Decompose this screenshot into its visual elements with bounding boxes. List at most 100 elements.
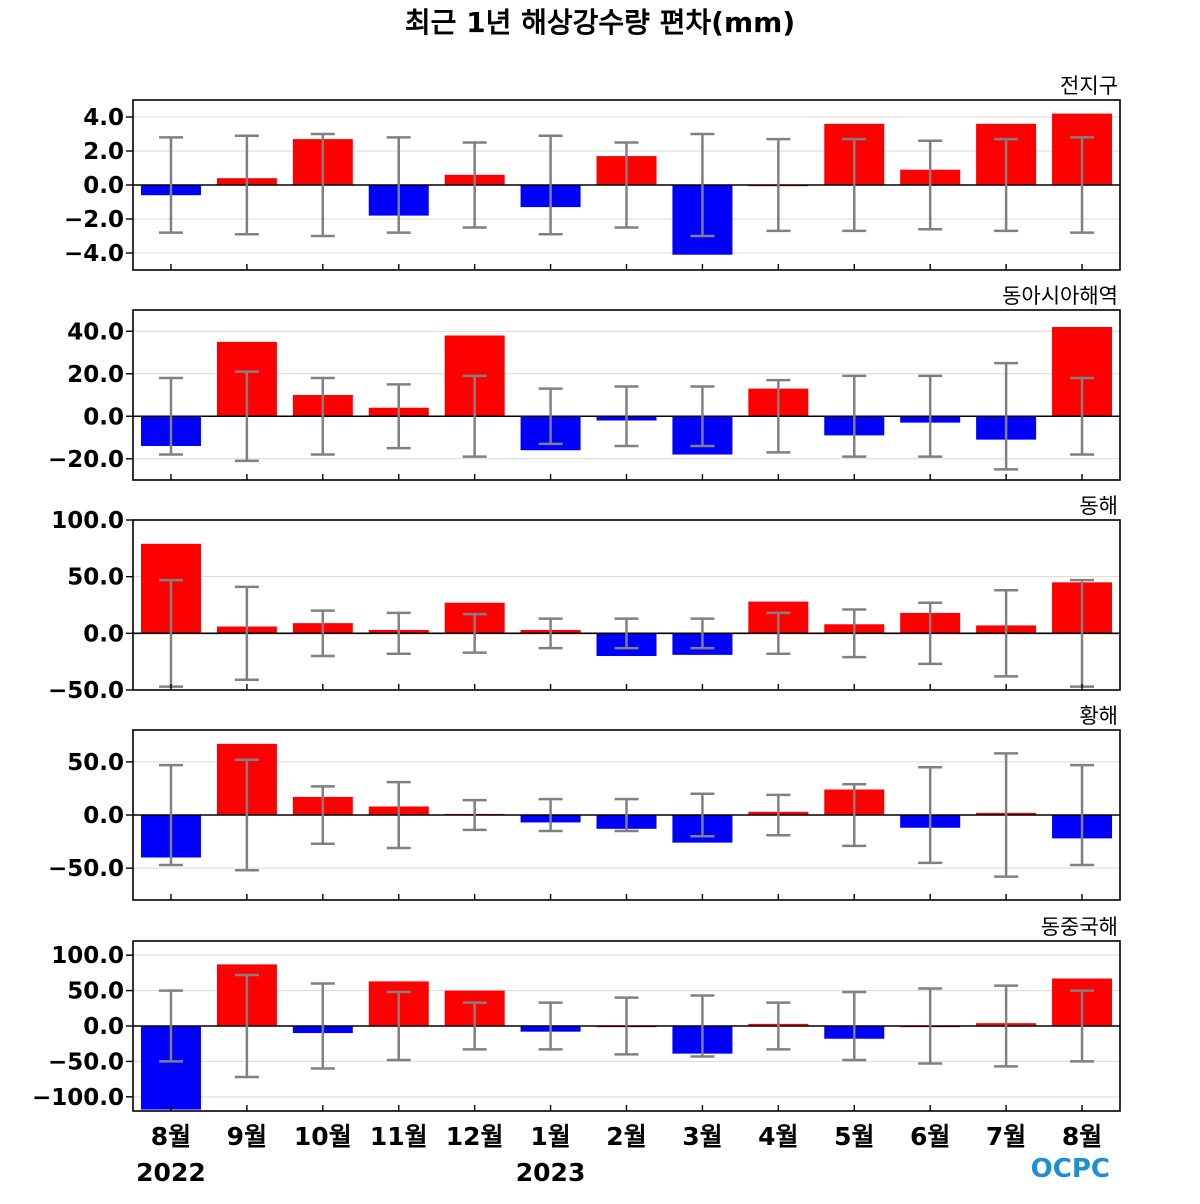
error-bar [614,797,639,833]
error-bar [310,376,335,456]
error-bar [614,617,639,650]
y-tick-label: 0.0 [83,1014,124,1040]
error-bar [690,792,715,838]
x-tick-label: 6월 [910,1122,950,1151]
panel-2: 동아시아해역 −20.0 0.0 20.0 40.0 [48,284,1121,481]
y-tick-label: 50.0 [67,979,124,1005]
error-bar [842,608,867,659]
error-bar [690,617,715,650]
y-tick-label: 50.0 [67,565,124,591]
error-bar [234,370,259,463]
x-tick-label: 3월 [682,1122,722,1151]
error-bar [918,374,943,458]
error-bar [766,793,791,837]
error-bar [1070,136,1095,234]
x-tick-label: 1월 [530,1122,570,1151]
y-tick-label: −2.0 [64,207,124,233]
y-tick-label: −50.0 [48,678,124,704]
error-bar [994,752,1019,878]
x-tick-label: 9월 [227,1122,267,1151]
y-tick-label: 0.0 [83,404,124,430]
panel-name: 동중국해 [1041,915,1118,939]
error-bar [462,141,487,229]
y-tick-label: −20.0 [48,447,124,473]
panel-1: 전지구 −4.0 −2.0 0.0 2.0 4.0 [64,74,1121,271]
error-bar [386,611,411,655]
error-bar [462,374,487,458]
panel-frame [132,519,1121,691]
y-tick-label: 100.0 [51,943,124,969]
error-bar [918,601,943,666]
x-tick-label: 12월 [446,1122,504,1151]
error-bar [842,990,867,1062]
error-bar [614,385,639,448]
error-bar [234,973,259,1079]
error-bar [1070,376,1095,456]
error-bar [766,137,791,233]
error-bar [158,136,183,234]
error-bar [1070,989,1095,1063]
error-bar [538,387,563,446]
error-bar [386,780,411,850]
panel-3: 동해 −50.0 0.0 50.0 100.0 [48,494,1121,704]
error-bar [538,617,563,650]
y-tick-label: 20.0 [67,362,124,388]
panel-name: 황해 [1079,704,1118,728]
error-bar [690,994,715,1058]
y-tick-label: 2.0 [83,139,124,165]
error-bar [766,1001,791,1051]
x-tick-label: 11월 [370,1122,428,1151]
y-tick-label: −100.0 [32,1085,124,1111]
error-bar [310,982,335,1070]
year-label: 2022 [136,1158,206,1187]
y-tick-label: 0.0 [83,173,124,199]
x-tick-label: 8월 [151,1122,191,1151]
error-bar [766,611,791,655]
y-tick-label: 40.0 [67,319,124,345]
error-bar [766,378,791,454]
ocpc-logo: OCPC [1031,1154,1110,1184]
y-tick-label: 50.0 [67,750,124,776]
y-tick-label: −50.0 [48,856,124,882]
y-tick-label: 100.0 [51,508,124,534]
chart-title: 최근 1년 해상강수량 편차(mm) [405,6,795,39]
panel-name: 전지구 [1060,74,1118,98]
error-bar [386,990,411,1062]
panel-5: 동중국해 −100.0 −50.0 0.0 50.0 100.0 [32,915,1121,1112]
error-bar [1070,763,1095,867]
error-bar [538,1001,563,1051]
error-bar [842,137,867,233]
error-bar [158,763,183,867]
error-bar [462,612,487,654]
panel-name: 동해 [1079,494,1118,518]
y-tick-label: −4.0 [64,241,124,267]
x-tick-label: 2월 [606,1122,646,1151]
error-bar [994,137,1019,233]
error-bar [158,376,183,456]
error-bar [462,1001,487,1051]
error-bar [994,361,1019,471]
error-bar [690,385,715,448]
error-bar [994,589,1019,678]
error-bar [158,989,183,1063]
error-bar [690,132,715,238]
error-bar [310,609,335,658]
error-bar [918,987,943,1065]
year-label: 2023 [516,1158,586,1187]
x-tick-label: 8월 [1062,1122,1102,1151]
error-bar [234,758,259,872]
y-tick-label: 4.0 [83,105,124,131]
error-bar [994,984,1019,1068]
error-bar [918,765,943,865]
y-tick-label: 0.0 [83,621,124,647]
x-tick-label: 7월 [986,1122,1026,1151]
x-tick-label: 5월 [834,1122,874,1151]
error-bar [310,785,335,845]
panel-4: 황해 −50.0 0.0 50.0 [48,704,1121,901]
x-axis-labels: 8월 9월 10월 11월 12월 1월 2월 3월 4월 5월 6월 7월 8월 2022 2023 [136,1122,1102,1187]
error-bar [842,782,867,848]
error-bar [918,139,943,231]
error-bar [538,134,563,236]
